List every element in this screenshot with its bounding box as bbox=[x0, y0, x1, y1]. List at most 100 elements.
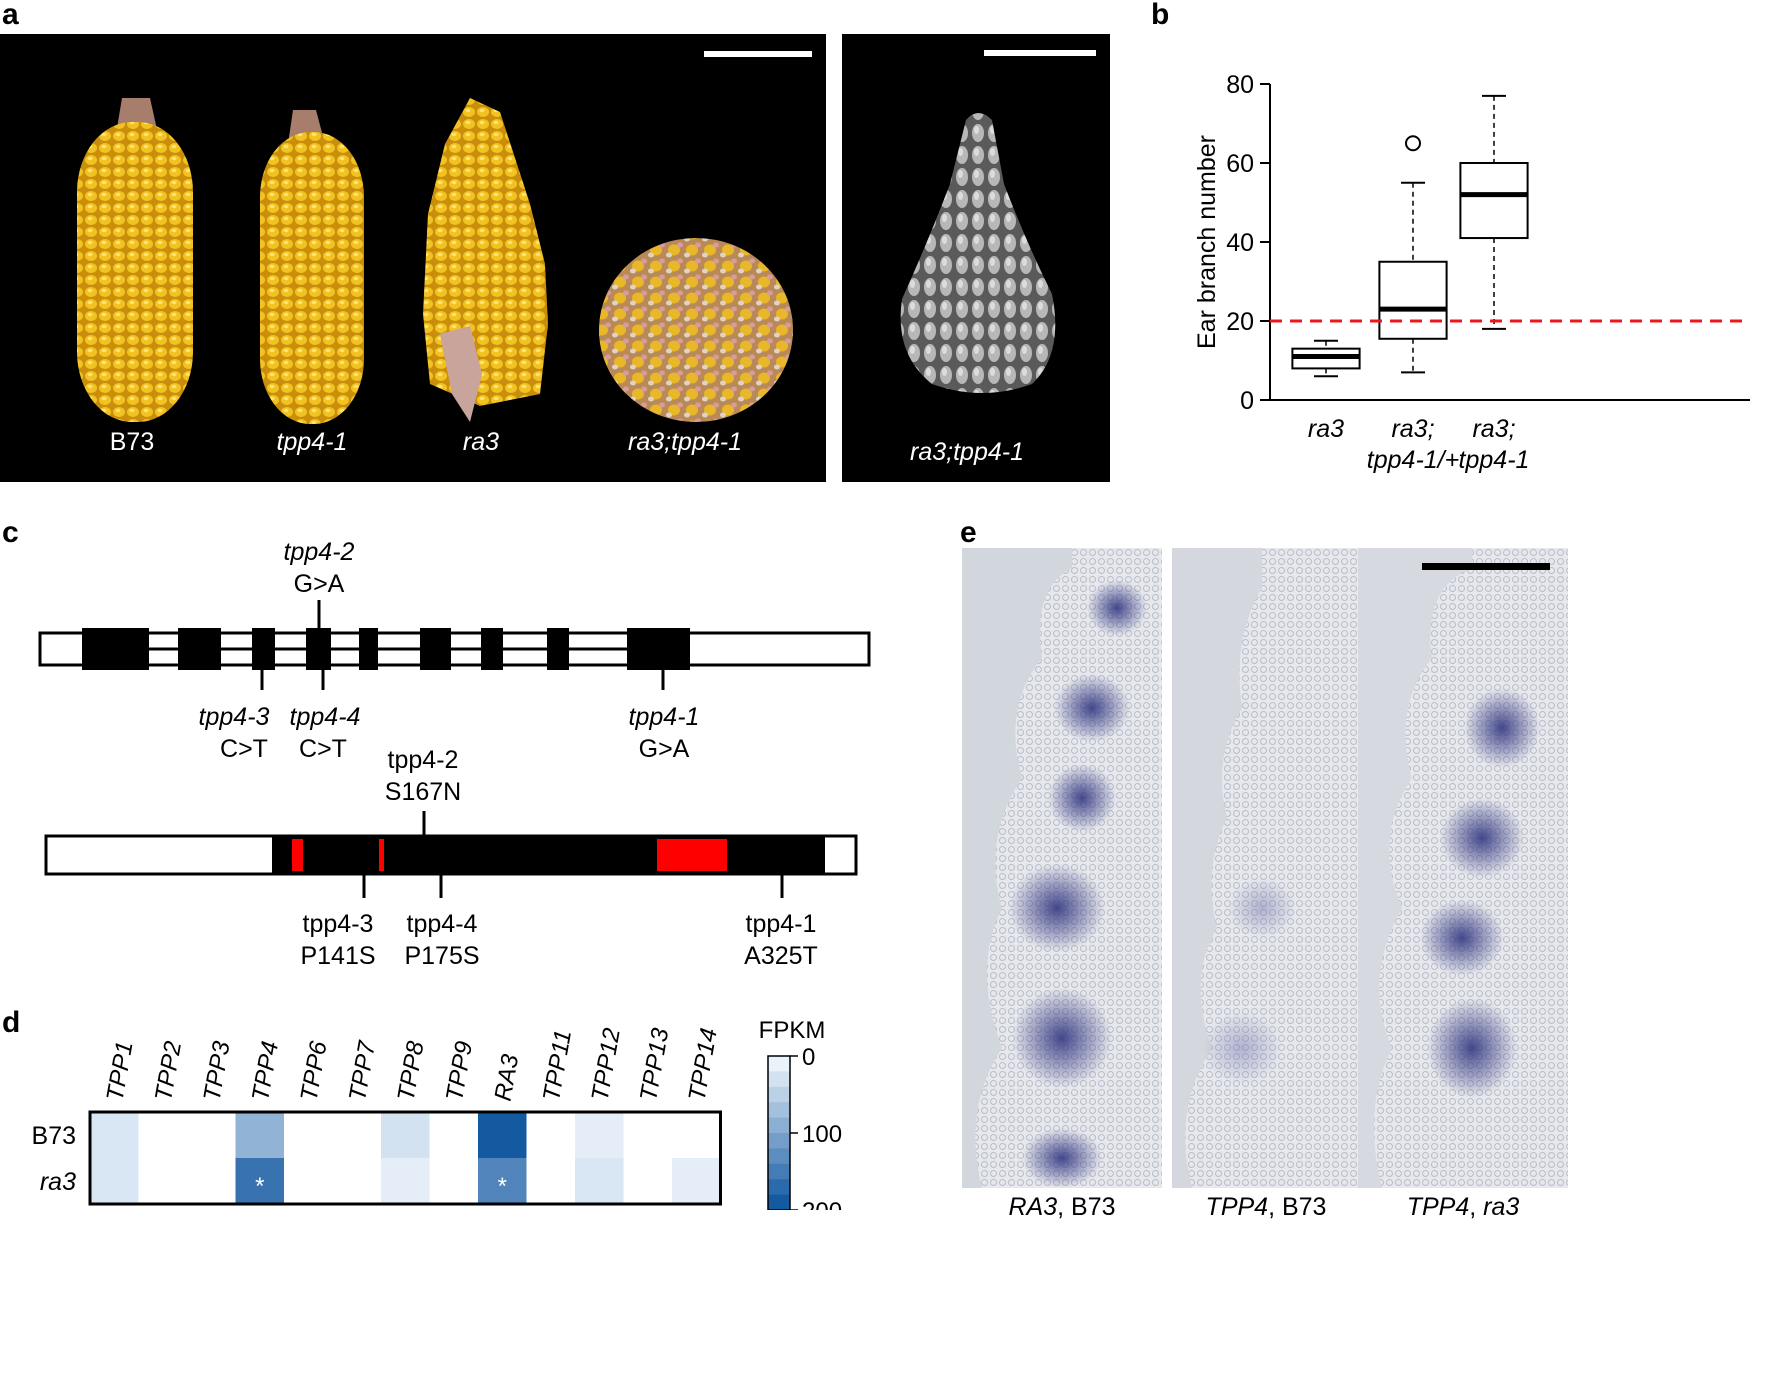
heat-cell bbox=[672, 1158, 721, 1204]
heat-cell bbox=[90, 1158, 139, 1204]
heat-cell bbox=[332, 1158, 382, 1204]
ear-label-ra3: ra3 bbox=[462, 428, 500, 456]
exon bbox=[252, 628, 275, 670]
exon bbox=[420, 628, 451, 670]
heat-cell bbox=[381, 1112, 430, 1158]
colorbar-step bbox=[768, 1133, 790, 1149]
heat-cell bbox=[138, 1158, 188, 1204]
sem-photo: ra3;tpp4-1 bbox=[842, 34, 1110, 482]
colorbar-tick-label: 200 bbox=[802, 1198, 842, 1210]
heat-cell bbox=[235, 1112, 285, 1158]
protein-mut-change: P175S bbox=[404, 942, 480, 970]
gene-mut-name: tpp4-4 bbox=[289, 703, 361, 731]
in-situ-caption: TPP4, B73 bbox=[1205, 1193, 1327, 1221]
heatmap: TPP1 TPP2 TPP3 TPP4 TPP6 TPP7 TPP8 TPP9 RA3 TPP11… bbox=[32, 1017, 842, 1210]
ear-photo: B73 tpp4-1 ra3 ra3;tpp4-1 bbox=[0, 34, 826, 482]
ear-label-b73: B73 bbox=[109, 428, 155, 456]
column-label: TPP8 bbox=[393, 1039, 430, 1103]
sem-illustration bbox=[900, 50, 1096, 393]
column-label: TPP7 bbox=[344, 1038, 381, 1103]
protein-mut-above-name: tpp4-2 bbox=[387, 746, 459, 774]
gene-mut-above-change: G>A bbox=[293, 570, 345, 598]
column-label: RA3 bbox=[490, 1052, 525, 1103]
scale-bar bbox=[704, 51, 812, 57]
column-label: TPP4 bbox=[247, 1039, 284, 1103]
protein-mut-name: tpp4-1 bbox=[745, 910, 817, 938]
in-situ-caption: TPP4, ra3 bbox=[1406, 1193, 1520, 1221]
heat-cell bbox=[429, 1112, 479, 1158]
gene-mut-change: C>T bbox=[299, 735, 347, 763]
column-label: TPP11 bbox=[538, 1028, 577, 1103]
protein-mut-change: P141S bbox=[300, 942, 376, 970]
y-tick-label: 60 bbox=[1226, 150, 1254, 178]
column-label: TPP13 bbox=[635, 1025, 674, 1103]
colorbar-tick-label: 0 bbox=[802, 1044, 815, 1071]
panel-d-label: d bbox=[2, 1006, 21, 1039]
exon bbox=[359, 628, 378, 670]
x-tick-label: ra3 bbox=[1308, 415, 1344, 443]
panel-b-label: b bbox=[1151, 0, 1170, 31]
exon bbox=[547, 628, 569, 670]
heat-cell bbox=[284, 1158, 333, 1204]
protein-mut-above-change: S167N bbox=[384, 778, 462, 806]
column-label: TPP12 bbox=[587, 1026, 626, 1103]
y-tick-label: 20 bbox=[1226, 308, 1254, 336]
heat-cell bbox=[526, 1112, 576, 1158]
colorbar-step bbox=[768, 1071, 790, 1088]
in-situ-scale-bar bbox=[1422, 563, 1550, 570]
motif bbox=[379, 839, 384, 871]
colorbar-step bbox=[768, 1163, 790, 1180]
protein-mut-change: A325T bbox=[744, 942, 818, 970]
gene-mut-change: G>A bbox=[638, 735, 690, 763]
heat-cell bbox=[526, 1158, 576, 1204]
column-label: TPP6 bbox=[296, 1039, 333, 1103]
heat-cell bbox=[235, 1158, 285, 1204]
column-label: TPP9 bbox=[441, 1039, 478, 1103]
protein-mut-name: tpp4-3 bbox=[302, 910, 374, 938]
colorbar-step bbox=[768, 1148, 790, 1165]
box bbox=[1459, 162, 1529, 240]
in-situ-caption: RA3, B73 bbox=[1008, 1193, 1116, 1221]
exon bbox=[627, 628, 690, 670]
outlier-point bbox=[1405, 135, 1421, 152]
colorbar-tick-label: 100 bbox=[802, 1121, 842, 1148]
colorbar-title: FPKM bbox=[759, 1017, 826, 1044]
colorbar-step bbox=[768, 1194, 790, 1210]
heat-cell bbox=[90, 1112, 139, 1158]
column-label: TPP14 bbox=[684, 1026, 723, 1103]
heat-cell bbox=[284, 1112, 333, 1158]
sem-scale-bar bbox=[984, 50, 1096, 56]
row-label: B73 bbox=[32, 1122, 76, 1150]
heat-cell bbox=[429, 1158, 479, 1204]
motif bbox=[657, 839, 727, 871]
ear-ra3 bbox=[423, 98, 548, 406]
heat-cell bbox=[575, 1112, 624, 1158]
protein-model bbox=[44, 811, 858, 898]
row-label: ra3 bbox=[40, 1168, 76, 1196]
heat-cell bbox=[623, 1112, 673, 1158]
gene-mut-name: tpp4-1 bbox=[628, 703, 700, 731]
gene-mut-name: tpp4-3 bbox=[198, 703, 270, 731]
heat-cell bbox=[478, 1112, 527, 1158]
heatmap-border bbox=[88, 1110, 722, 1206]
colorbar-step bbox=[768, 1117, 790, 1134]
colorbar-step bbox=[768, 1179, 790, 1196]
heat-cell bbox=[138, 1112, 188, 1158]
panel-e-label: e bbox=[960, 516, 977, 549]
heat-cell bbox=[332, 1112, 382, 1158]
significance-marker: * bbox=[498, 1173, 507, 1200]
significance-marker: * bbox=[255, 1173, 264, 1200]
x-tick-label: tpp4-1 bbox=[1459, 446, 1530, 474]
exon bbox=[178, 628, 221, 670]
gene-mut-above-name: tpp4-2 bbox=[283, 538, 355, 566]
column-label: TPP2 bbox=[150, 1039, 187, 1103]
exon bbox=[82, 628, 149, 670]
gene-model bbox=[38, 600, 871, 690]
panel-c-label: c bbox=[2, 516, 19, 549]
heat-cell bbox=[187, 1112, 236, 1158]
column-label: TPP3 bbox=[199, 1039, 236, 1103]
heat-cell bbox=[575, 1158, 624, 1204]
x-tick-label: ra3; bbox=[1391, 415, 1434, 443]
ear-label-ra3-tpp4-1: ra3;tpp4-1 bbox=[628, 428, 742, 456]
heat-cell bbox=[623, 1158, 673, 1204]
